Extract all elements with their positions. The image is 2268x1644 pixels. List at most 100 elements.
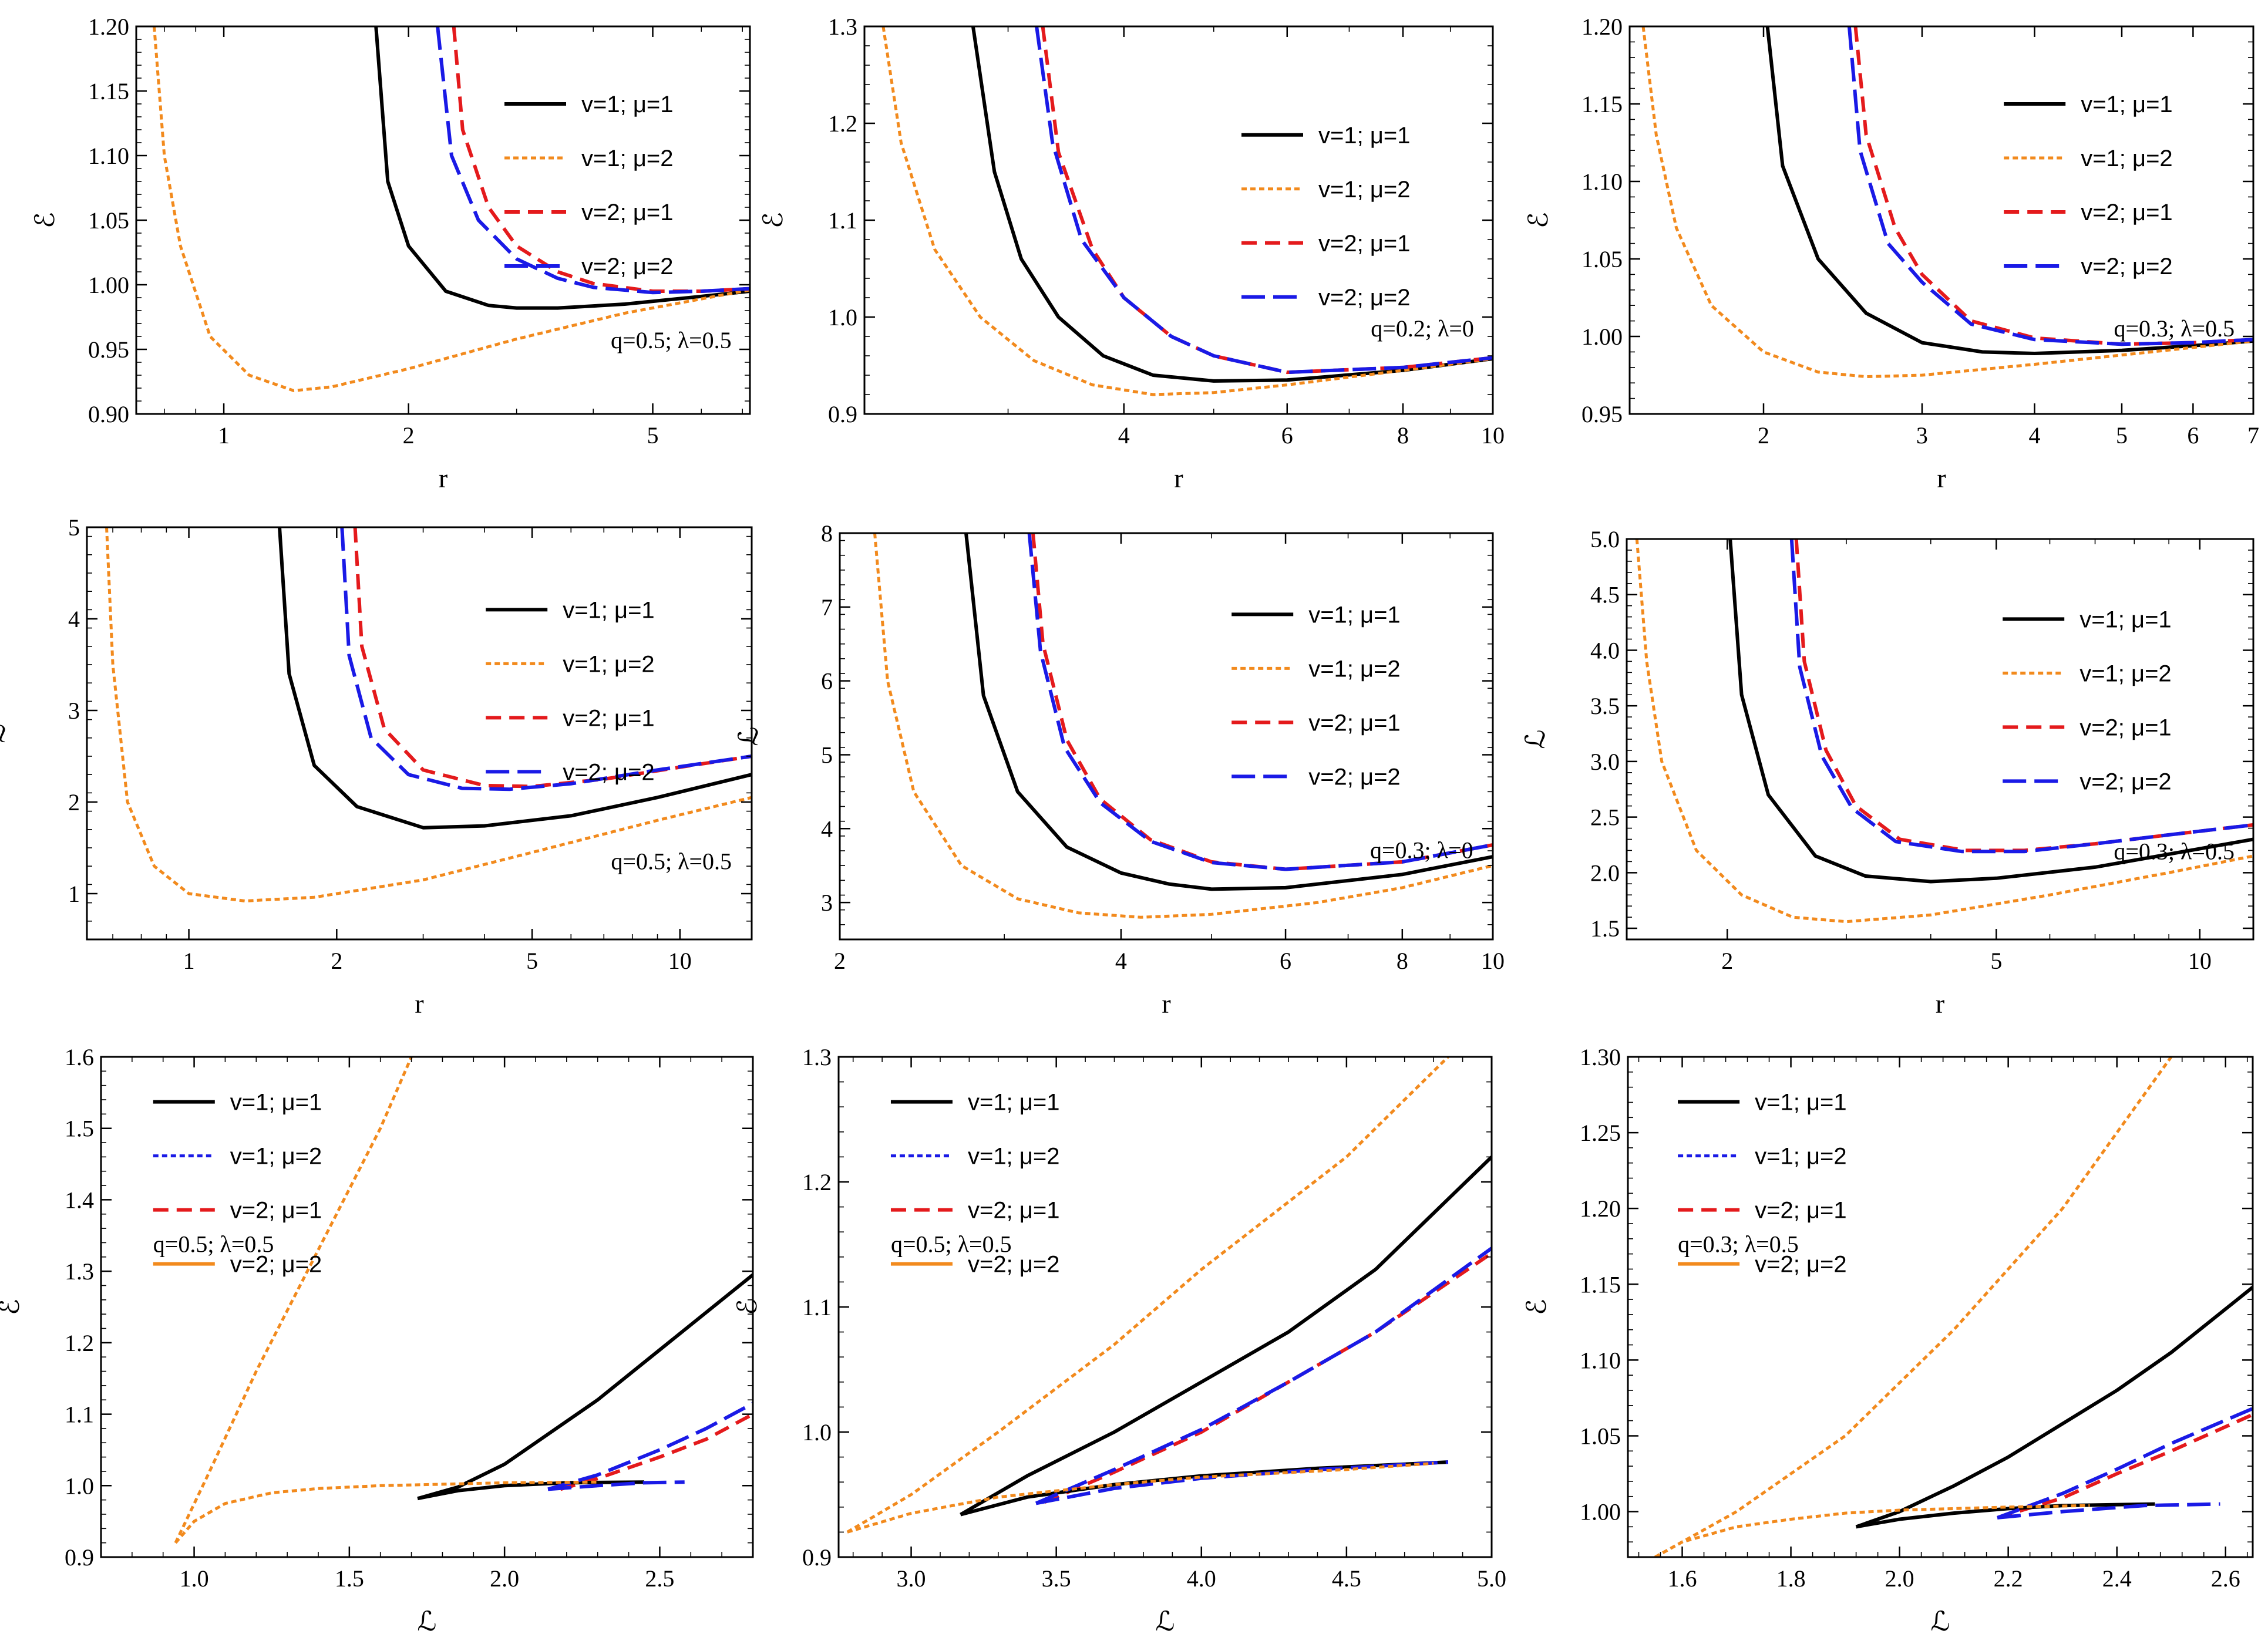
- series-line-v-2-1: [1031, 533, 1493, 871]
- series-line-branch-5: [1997, 1407, 2253, 1520]
- series-line-v-2-2: [1035, 26, 1493, 375]
- legend: v=1; μ=1 v=1; μ=2 v=2; μ=1 v=2; μ=2: [2004, 92, 2173, 279]
- y-tick-label: 1: [68, 881, 80, 907]
- series-line-branch-5: [1035, 1247, 1492, 1505]
- chart-panel-1: 1 2 5 0.90 0.95 1.00 1.05 1.10 1.15 1.20 r ℰv=1; μ=…: [30, 14, 751, 493]
- legend-entry-label: v=2; μ=1: [1755, 1198, 1846, 1224]
- series-line-v-1-2: [1641, 26, 2253, 379]
- legend-entry-label: v=1; μ=1: [968, 1090, 1059, 1116]
- series-group: [153, 26, 750, 392]
- x-axis-label: r: [439, 463, 447, 493]
- legend-entry-label: v=2; μ=2: [581, 254, 673, 279]
- legend-entry-label: v=2; μ=2: [968, 1252, 1059, 1278]
- x-axis-label: r: [1162, 989, 1170, 1019]
- legend-entry-label: v=2; μ=1: [2079, 715, 2171, 740]
- x-tick-label: 4: [2028, 422, 2040, 449]
- y-tick-label: 1.25: [1580, 1120, 1621, 1146]
- series-line-v-1-1: [971, 26, 1493, 383]
- plot-frame: [839, 532, 1494, 941]
- series-line-branch-4: [1856, 1502, 2155, 1529]
- y-tick-label: 1.5: [65, 1116, 94, 1142]
- x-tick-label: 10: [1481, 948, 1505, 974]
- series-line-v-1-2: [105, 527, 752, 902]
- x-tick-label: 3.0: [897, 1565, 926, 1592]
- legend-entry-label: v=2; μ=2: [230, 1252, 322, 1278]
- parameter-annotation: q=0.3; λ=0.5: [2114, 838, 2235, 865]
- series-line-v-1-2: [881, 26, 1493, 396]
- series-line-v-2-2: [1027, 533, 1493, 871]
- legend-entry-label: v=2; μ=2: [2081, 254, 2172, 279]
- series-line-branch-6: [547, 1480, 685, 1491]
- legend-entry-label: v=2; μ=2: [2079, 769, 2171, 794]
- x-tick-label: 2.5: [645, 1565, 674, 1592]
- y-tick-label: 1.3: [802, 1044, 832, 1070]
- parameter-annotation: q=0.5; λ=0.5: [153, 1231, 274, 1257]
- legend-entry-label: v=1; μ=2: [230, 1144, 322, 1170]
- y-tick-label: 0.95: [88, 336, 129, 363]
- x-tick-label: 6: [1281, 422, 1293, 449]
- chart-panel-7: 1.0 1.5 2.0 2.5 0.9 1.0 1.1 1.2 1.3 1.4 1.5 1.6 ℒ ℰv=…: [0, 1044, 754, 1636]
- legend-entry-label: v=2; μ=2: [1308, 764, 1400, 790]
- series-line-v-2-2: [340, 527, 752, 791]
- series-line-v-1-1: [1855, 1286, 2253, 1529]
- x-axis-label: r: [1937, 463, 1946, 493]
- y-tick-label: 1.05: [1580, 1423, 1621, 1449]
- plot-frame: [863, 25, 1494, 415]
- series-line-v-2-2: [436, 26, 750, 295]
- series-group: [105, 527, 752, 902]
- x-tick-label: 5: [647, 422, 659, 449]
- parameter-annotation: q=0.2; λ=0: [1371, 315, 1474, 342]
- legend-entry-label: v=1; μ=2: [1318, 177, 1410, 203]
- legend-entry-label: v=1; μ=1: [1318, 123, 1410, 149]
- y-tick-label: 1.3: [828, 14, 857, 40]
- y-axis-label: ℰ: [1522, 1299, 1552, 1315]
- series-line-v-2-2: [1847, 26, 2253, 346]
- y-tick-label: 1.10: [1581, 169, 1623, 195]
- y-axis-label: ℰ: [1523, 212, 1553, 228]
- y-tick-label: 5: [68, 514, 80, 541]
- series-group: [1654, 1057, 2253, 1557]
- series-line-v-2-1: [1853, 26, 2253, 346]
- x-tick-label: 3: [1916, 422, 1928, 449]
- y-tick-label: 5.0: [1590, 526, 1620, 553]
- parameter-annotation: q=0.5; λ=0.5: [611, 327, 732, 353]
- series-line-v-2-1: [1794, 539, 2253, 853]
- x-tick-label: 5: [2116, 422, 2128, 449]
- series-group: [174, 1057, 753, 1544]
- y-tick-label: 1.3: [65, 1258, 94, 1285]
- y-axis-label: ℰ: [0, 1299, 25, 1315]
- legend-entry-label: v=1; μ=2: [1755, 1144, 1846, 1170]
- plot-frame: [100, 1056, 754, 1558]
- legend-entry-label: v=1; μ=2: [581, 146, 673, 171]
- legend-entry-label: v=2; μ=1: [581, 200, 673, 225]
- x-tick-label: 4: [1118, 422, 1130, 449]
- legend-entry-label: v=2; μ=1: [2081, 200, 2172, 225]
- y-tick-label: 1.10: [1580, 1347, 1621, 1373]
- legend-entry-label: v=2; μ=1: [1308, 710, 1400, 736]
- y-tick-label: 1.30: [1580, 1044, 1621, 1070]
- series-line-v-2-2: [1789, 539, 2253, 854]
- y-tick-label: 7: [821, 594, 833, 621]
- x-tick-label: 5: [526, 948, 538, 974]
- y-tick-label: 0.90: [88, 401, 129, 427]
- y-tick-label: 2: [68, 789, 80, 816]
- series-line-branch-5: [547, 1402, 753, 1491]
- y-tick-label: 1.1: [828, 207, 857, 234]
- legend-entry-label: v=2; μ=2: [1755, 1252, 1846, 1278]
- series-line-branch-8: [847, 1461, 1434, 1534]
- parameter-annotation: q=0.5; λ=0.5: [891, 1231, 1012, 1257]
- parameter-annotation: q=0.3; λ=0.5: [1678, 1231, 1799, 1257]
- y-tick-label: 1.00: [88, 272, 129, 298]
- y-tick-label: 1.00: [1581, 324, 1623, 350]
- x-tick-label: 4.5: [1332, 1565, 1361, 1592]
- series-line-v-1-1: [1728, 539, 2253, 884]
- y-tick-label: 1.15: [1580, 1271, 1621, 1298]
- series-group: [1641, 26, 2253, 379]
- series-line-v-1-1: [374, 26, 750, 310]
- x-tick-label: 10: [2188, 948, 2212, 974]
- series-line-v-1-2: [873, 533, 1493, 919]
- legend: v=1; μ=1 v=1; μ=2 v=2; μ=1 v=2; μ=2: [504, 92, 673, 279]
- parameter-annotation: q=0.5; λ=0.5: [611, 848, 732, 875]
